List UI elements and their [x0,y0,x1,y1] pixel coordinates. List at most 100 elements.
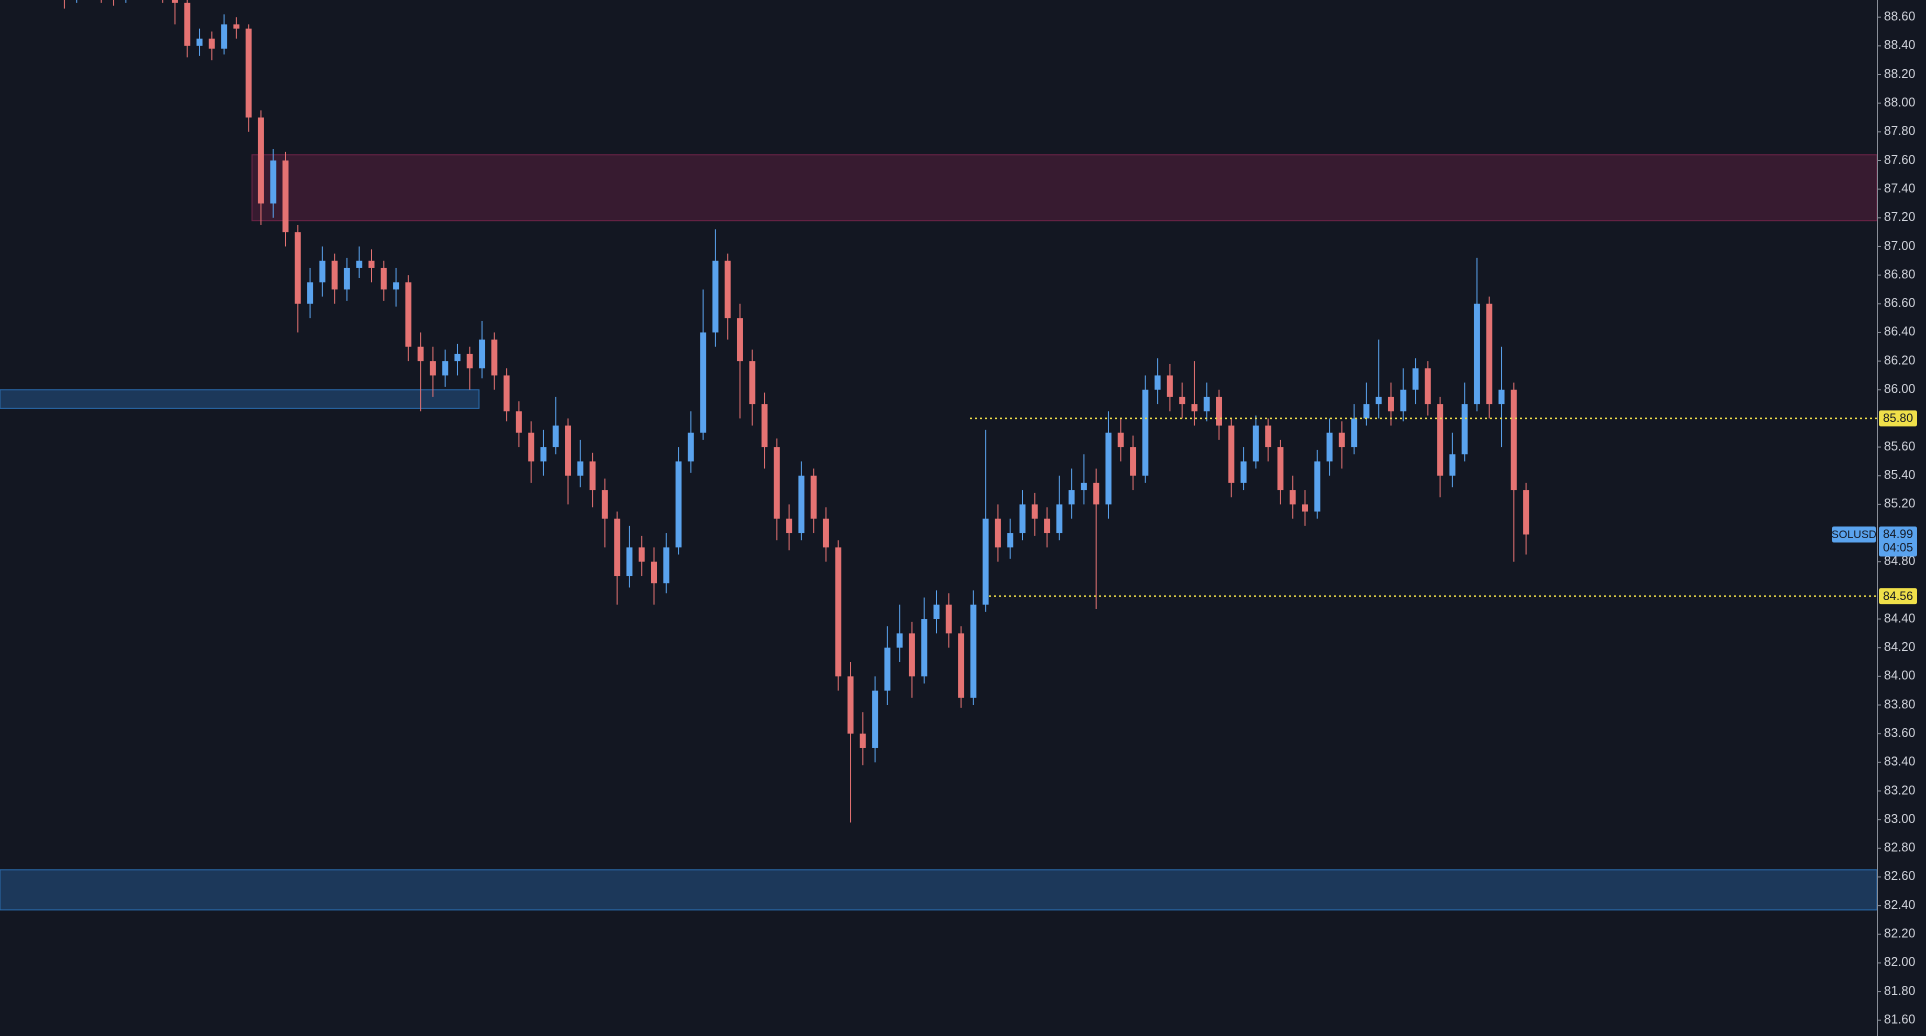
candle-body [994,518,1001,548]
candle-body [540,447,547,462]
candle-body [859,733,866,748]
candle-body [1412,368,1419,390]
candle-body [479,339,486,369]
candle-body [1289,490,1296,505]
candle-body [503,375,510,412]
y-tick-label: 86.20 [1884,353,1915,367]
candle-body [614,518,621,577]
candle-body [1265,425,1272,448]
y-tick-label: 81.80 [1884,984,1915,998]
candle-body [1461,404,1468,455]
candle-body [1056,504,1063,534]
candle-body [589,461,596,491]
y-tick-label: 84.40 [1884,611,1915,625]
candle-body [405,282,412,347]
candle-body [1117,432,1124,448]
candle-body [343,267,350,290]
candle-body [1523,490,1530,535]
candle-body [638,547,645,562]
candle-body [245,28,252,118]
candle-body [1301,504,1308,512]
candle-body [601,490,608,519]
candle-body [798,475,805,534]
candle-body [1510,389,1517,491]
candle-body [233,24,240,29]
candle-body [454,353,461,362]
candle-body [650,561,657,584]
candle-body [908,633,915,677]
candle-body [368,260,375,268]
candle-body [1338,432,1345,448]
y-tick-label: 87.00 [1884,239,1915,253]
candle-body [786,518,793,534]
zone [251,154,1877,222]
candle-body [1424,368,1431,405]
candle-body [1326,432,1333,462]
y-tick-label: 81.60 [1884,1013,1915,1027]
zone [0,389,480,409]
candle-body [1142,389,1149,476]
y-tick-label: 82.00 [1884,955,1915,969]
y-tick-label: 85.40 [1884,468,1915,482]
candle-body [872,690,879,748]
candle-body [417,346,424,362]
candle-body [933,604,940,620]
candle-body [835,547,842,677]
y-tick-label: 84.80 [1884,554,1915,568]
candle-body [847,676,854,734]
candle-body [442,361,449,376]
y-tick-label: 82.20 [1884,927,1915,941]
price-label: 84.99 [1883,527,1913,541]
candle-body [307,282,314,304]
y-tick-label: 86.00 [1884,382,1915,396]
price-tag [1879,526,1917,557]
candle-body [1154,375,1161,390]
y-tick-label: 88.00 [1884,95,1915,109]
y-tick-label: 88.60 [1884,9,1915,23]
countdown-label: 04:05 [1883,541,1913,555]
y-tick-label: 87.80 [1884,124,1915,138]
level-tag-label: 84.56 [1883,589,1913,603]
candle-body [1498,389,1505,405]
y-tick-label: 85.20 [1884,497,1915,511]
y-tick-label: 84.20 [1884,640,1915,654]
candle-body [1216,396,1223,426]
candle-body [380,267,387,290]
candle-body [1031,504,1038,519]
candle-body [1179,396,1186,405]
y-tick-label: 86.80 [1884,267,1915,281]
candle-body [712,260,719,333]
price-axis: 88.60 88.40 88.20 88.00 87.80 87.60 87.40 87.20… [1831,9,1917,1027]
candle-body [626,547,633,577]
y-tick-label: 83.00 [1884,812,1915,826]
candle-body [1437,404,1444,476]
plot-area [0,0,1877,911]
y-tick-label: 83.20 [1884,783,1915,797]
candle-body [958,633,965,698]
candle-body [1068,490,1075,505]
candle-body [393,282,400,290]
candle-body [331,260,338,290]
candle-body [1203,396,1210,412]
y-tick-label: 88.40 [1884,38,1915,52]
y-tick-label: 82.60 [1884,869,1915,883]
candle-body [982,518,989,605]
candle-body [565,425,572,476]
candle-body [1277,447,1284,491]
candle-body [724,260,731,319]
y-tick-label: 85.60 [1884,439,1915,453]
candle-body [1166,375,1173,397]
candle-body [1351,418,1358,448]
candle-body [1449,454,1456,476]
candle-body [1375,396,1382,405]
y-tick-label: 86.40 [1884,325,1915,339]
candle-body [1400,389,1407,412]
candle-body [184,2,191,46]
symbol-label: SOLUSD [1831,529,1876,541]
candle-body [577,461,584,476]
candle-body [1019,504,1026,534]
y-tick-label: 87.20 [1884,210,1915,224]
candle-body [257,117,264,204]
y-tick-label: 87.40 [1884,181,1915,195]
